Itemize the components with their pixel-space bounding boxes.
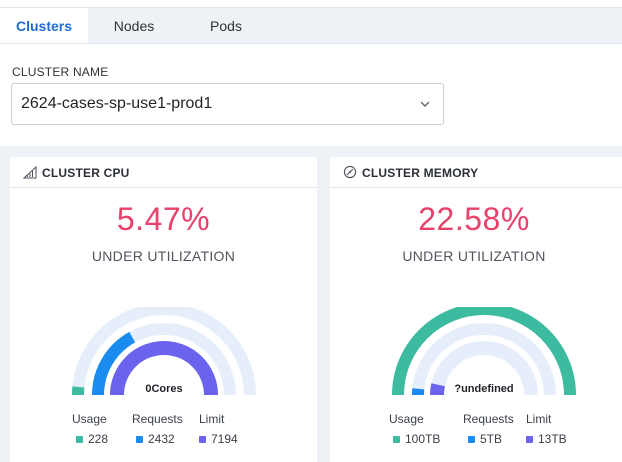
inner-ring-limit: [429, 383, 445, 396]
limit-swatch: [526, 436, 533, 443]
tab-pods[interactable]: Pods: [210, 18, 242, 34]
legend-requests-value: 5TB: [468, 432, 502, 446]
middle-ring-requests: [92, 331, 136, 396]
cluster-filter-panel: CLUSTER NAME 2624-cases-sp-use1-prod1: [0, 44, 622, 146]
under-utilization-percent: 22.58%: [418, 201, 530, 237]
card-title: CLUSTER MEMORY: [362, 166, 479, 180]
card-header: CLUSTER CPU: [10, 157, 317, 188]
tab-nodes[interactable]: Nodes: [113, 18, 155, 34]
cpu-gauge: 0Cores: [71, 307, 256, 396]
requests-swatch: [468, 436, 475, 443]
inner-ring-limit: [110, 341, 218, 396]
outer-ring-track: [72, 307, 256, 396]
gauge-center-label: 0Cores: [145, 383, 182, 395]
signal-bars-icon: [23, 165, 37, 179]
legend-usage-value: 228: [76, 432, 108, 446]
usage-swatch: [76, 436, 83, 443]
inner-ring-track: [430, 341, 538, 396]
pie-gauge-icon: [343, 165, 357, 179]
card-title: CLUSTER CPU: [42, 166, 130, 180]
memory-gauge: ?undefined: [392, 307, 576, 396]
legend-requests-label: Requests: [463, 412, 514, 426]
legend-usage-value: 100TB: [393, 432, 440, 446]
legend-limit-value: 13TB: [526, 432, 567, 446]
legend-limit-label: Limit: [526, 412, 552, 426]
cluster-cpu-card: CLUSTER CPU 5.47% UNDER UTILIZATION 0Cor…: [10, 157, 317, 462]
legend-limit-value: 7194: [199, 432, 238, 446]
gauge-center-label: ?undefined: [454, 383, 513, 395]
legend-limit-label: Limit: [199, 412, 225, 426]
card-header: CLUSTER MEMORY: [330, 157, 622, 188]
cluster-memory-card: CLUSTER MEMORY 22.58% UNDER UTILIZATION …: [330, 157, 622, 462]
under-utilization-label: UNDER UTILIZATION: [91, 248, 236, 264]
under-utilization-label: UNDER UTILIZATION: [402, 248, 546, 264]
top-bar: [0, 0, 622, 8]
legend-requests-label: Requests: [132, 412, 183, 426]
legend-requests-value: 2432: [136, 432, 175, 446]
legend-usage-label: Usage: [389, 412, 424, 426]
outer-ring-usage: [392, 307, 576, 396]
limit-swatch: [199, 436, 206, 443]
middle-ring-track: [412, 323, 556, 396]
cluster-name-value: 2624-cases-sp-use1-prod1: [21, 95, 213, 112]
under-utilization-percent: 5.47%: [116, 201, 211, 237]
tab-bar: Clusters Nodes Pods: [0, 8, 622, 44]
usage-swatch: [393, 436, 400, 443]
tab-clusters[interactable]: Clusters: [0, 8, 88, 43]
legend-usage-label: Usage: [72, 412, 107, 426]
cluster-name-label: CLUSTER NAME: [12, 65, 109, 79]
requests-swatch: [136, 436, 143, 443]
chevron-down-icon: [420, 101, 430, 107]
cluster-name-select[interactable]: 2624-cases-sp-use1-prod1: [11, 83, 444, 125]
